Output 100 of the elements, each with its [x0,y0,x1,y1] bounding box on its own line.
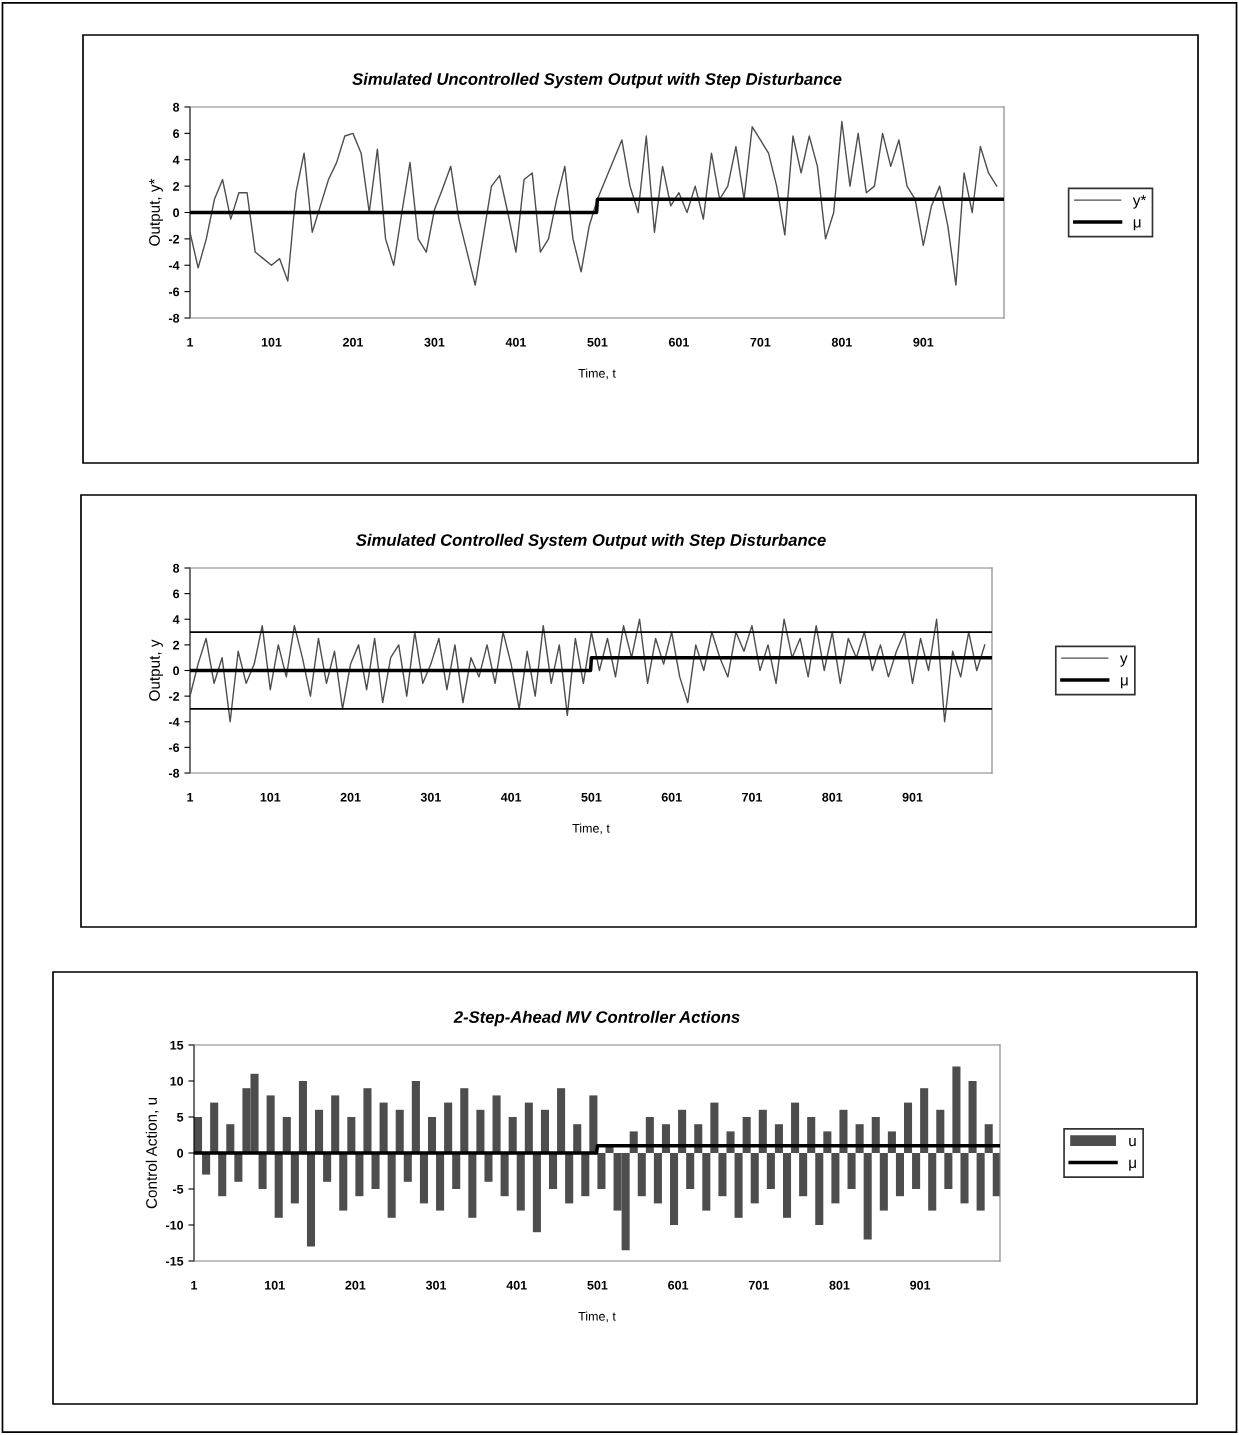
bar [524,1102,533,1153]
y-tick-label: -8 [168,768,180,778]
y-tick-label: -6 [168,287,180,297]
bar [710,1102,719,1153]
bar [436,1153,445,1211]
bar [419,1153,428,1204]
bar [266,1095,275,1153]
line-series [190,120,998,286]
y-tick-label: -2 [168,234,180,244]
bar [210,1102,219,1153]
bar [234,1153,243,1182]
bar [976,1153,985,1211]
y-tick-label: 6 [173,129,180,139]
legend-label: y [1119,655,1128,667]
bar [734,1153,743,1218]
legend-label: u [1129,1137,1136,1147]
bar [274,1153,283,1218]
x-tick-label: 1 [187,792,194,802]
x-tick-label: 701 [748,1280,769,1290]
chart-title: 2-Step-Ahead MV Controller Actions [453,1010,740,1027]
bar [460,1088,469,1153]
bar [912,1153,921,1189]
bar [468,1153,477,1218]
x-tick-label: 201 [342,337,364,347]
y-tick-label: 15 [170,1040,184,1050]
x-tick-label: 501 [587,337,608,347]
y-tick-label: 2 [173,640,180,650]
y-tick-label: 10 [170,1076,184,1086]
y-tick-label: 8 [173,102,180,112]
x-tick-label: 901 [902,792,923,802]
x-tick-label: 801 [829,1280,850,1290]
bar [339,1153,348,1211]
x-axis-title: Time, t [578,368,616,380]
x-tick-label: 401 [500,792,522,802]
bar [581,1153,590,1197]
bar [815,1153,824,1225]
bar [331,1095,340,1153]
x-axis-title: Time, t [578,1311,616,1323]
bar [637,1153,646,1197]
bar [653,1153,662,1204]
y-tick-label: -10 [166,1220,184,1230]
legend-label: μ [1120,677,1128,689]
bar [565,1153,574,1204]
bar [371,1153,380,1189]
bar [476,1109,485,1153]
bar [202,1153,211,1175]
y-tick-label: -15 [166,1256,184,1266]
bar [403,1153,412,1182]
bar [218,1153,227,1197]
x-tick-label: 301 [420,792,441,802]
y-tick-label: -8 [168,313,180,323]
x-tick-label: 301 [425,1280,447,1290]
bar [718,1153,727,1197]
x-tick-label: 301 [424,337,445,347]
bar [686,1153,695,1189]
bar [573,1124,582,1153]
bar [323,1153,332,1182]
bar [226,1124,235,1153]
bar [411,1081,420,1153]
bar [863,1153,872,1240]
bar [952,1066,961,1153]
x-tick-label: 701 [750,337,771,347]
bar [799,1153,808,1197]
bar [484,1153,493,1182]
bar [548,1153,558,1189]
bar [395,1109,404,1153]
x-tick-label: 601 [668,1280,689,1290]
bar [306,1153,316,1247]
x-tick-label: 401 [505,337,527,347]
x-tick-label: 601 [668,337,689,347]
bar [589,1095,598,1153]
x-tick-label: 101 [265,1280,285,1290]
legend-label: μ [1129,1159,1136,1171]
bar [452,1153,461,1189]
y-tick-label: 6 [173,589,180,599]
bar [920,1088,929,1153]
bar [670,1153,679,1225]
bar [968,1081,977,1153]
x-tick-label: 101 [260,792,281,802]
bar [540,1109,549,1153]
bar [895,1153,904,1197]
x-tick-label: 201 [340,792,361,802]
x-tick-label: 101 [261,337,282,347]
bar [782,1153,792,1218]
bar [944,1153,953,1189]
bar [557,1088,566,1153]
bar [532,1153,541,1233]
x-tick-label: 801 [822,792,843,802]
bar [355,1153,364,1197]
bar [702,1153,711,1211]
bar [766,1153,775,1189]
x-tick-label: 501 [581,792,602,802]
bar [960,1153,969,1204]
y-tick-label: 0 [173,208,180,218]
y-tick-label: 4 [172,155,180,165]
bar [427,1117,437,1153]
line-series [190,618,986,723]
bar [597,1153,606,1189]
bar [298,1081,307,1153]
y-axis-title: Output, y* [149,178,163,246]
